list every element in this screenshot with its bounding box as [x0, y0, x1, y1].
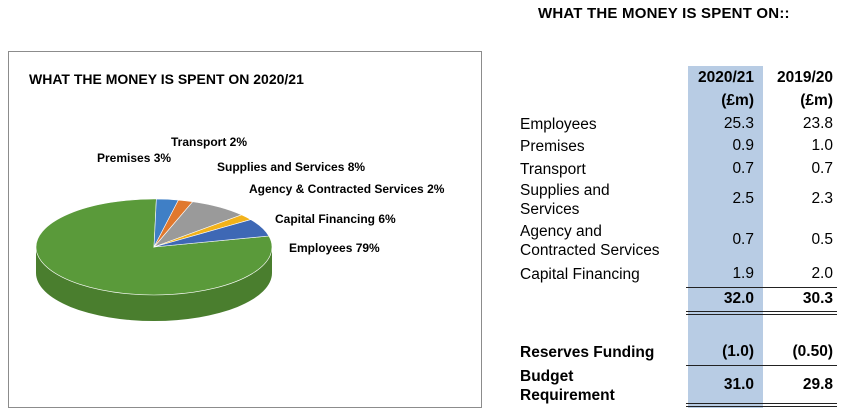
- total-top-rule: [686, 287, 837, 288]
- row-value-2021: 1.9: [732, 265, 754, 282]
- row-label-transport: Transport: [520, 161, 586, 178]
- pie-slice-label: Employees 79%: [289, 241, 380, 255]
- pie-slice-label: Capital Financing 6%: [275, 212, 396, 226]
- pie-slice-label: Premises 3%: [97, 151, 171, 165]
- row-label-employees: Employees: [520, 116, 597, 133]
- row-value-2021: 2.5: [732, 190, 754, 207]
- reserves-2021: (1.0): [722, 343, 754, 360]
- header-2020-21: 2020/21: [697, 69, 754, 86]
- row-value-2021: 0.7: [732, 231, 754, 248]
- row-value-2021: 0.9: [732, 137, 754, 154]
- row-value-1920: 0.5: [811, 231, 833, 248]
- row-value-1920: 23.8: [802, 115, 833, 132]
- row-value-1920: 2.3: [811, 190, 833, 207]
- pie-slice-label: Agency & Contracted Services 2%: [249, 182, 445, 196]
- total-1920: 30.3: [802, 290, 833, 307]
- row-value-1920: 2.0: [811, 265, 833, 282]
- header-2019-20: 2019/20: [776, 69, 833, 86]
- budget-rule-1: [686, 403, 837, 404]
- pie-slice: [153, 219, 270, 248]
- chart-title: WHAT THE MONEY IS SPENT ON 2020/21: [29, 71, 304, 87]
- header-2020-21-unit: (£m): [721, 92, 754, 109]
- budget-1920: 29.8: [802, 376, 833, 393]
- pie-chart: Employees 79% Premises 3%Transport 2% Supp…: [35, 135, 445, 321]
- row-value-2021: 25.3: [723, 115, 754, 132]
- row-label-capital-financing: Capital Financing: [520, 266, 640, 283]
- total-2021: 32.0: [723, 290, 754, 307]
- row-value-2021: 0.7: [732, 160, 754, 177]
- reserves-funding-label: Reserves Funding: [520, 344, 655, 361]
- row-label-agency: Agency and Contracted Services: [520, 223, 660, 259]
- budget-2021: 31.0: [723, 376, 754, 393]
- row-label-premises: Premises: [520, 138, 585, 155]
- pie-slice-label: Transport 2%: [171, 135, 247, 149]
- total-rule-1: [686, 311, 837, 312]
- row-label-supplies: Supplies and Services: [520, 182, 610, 218]
- budget-rule-2: [686, 406, 837, 407]
- budget-requirement-label: Budget Requirement: [520, 368, 615, 404]
- current-year-highlight: [688, 66, 763, 408]
- row-value-1920: 1.0: [811, 137, 833, 154]
- row-value-1920: 0.7: [811, 160, 833, 177]
- header-2019-20-unit: (£m): [800, 92, 833, 109]
- total-rule-2: [686, 314, 837, 315]
- pie-chart-panel: WHAT THE MONEY IS SPENT ON 2020/21 Emplo…: [8, 51, 482, 408]
- page-title: WHAT THE MONEY IS SPENT ON::: [538, 5, 790, 22]
- reserves-rule: [686, 365, 837, 366]
- pie-slice-label: Supplies and Services 8%: [217, 160, 365, 174]
- pie-slice-side: [36, 247, 272, 321]
- pie-slice: [35, 198, 273, 296]
- reserves-1920: (0.50): [792, 343, 834, 360]
